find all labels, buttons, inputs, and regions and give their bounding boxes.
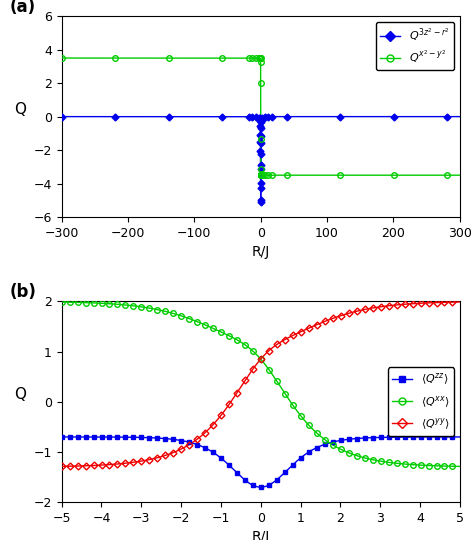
X-axis label: R/J: R/J (252, 245, 270, 259)
Legend: $\langle Q^{zz}\rangle$, $\langle Q^{xx}\rangle$, $\langle Q^{yy}\rangle$: $\langle Q^{zz}\rangle$, $\langle Q^{xx}… (388, 367, 454, 436)
Y-axis label: Q: Q (14, 102, 26, 117)
Y-axis label: Q: Q (14, 387, 26, 402)
X-axis label: R/J: R/J (252, 530, 270, 540)
Legend: $Q^{3z^2-r^2}$, $Q^{x^2-y^2}$: $Q^{3z^2-r^2}$, $Q^{x^2-y^2}$ (376, 22, 454, 70)
Text: (a): (a) (10, 0, 36, 16)
Text: (b): (b) (10, 284, 36, 301)
